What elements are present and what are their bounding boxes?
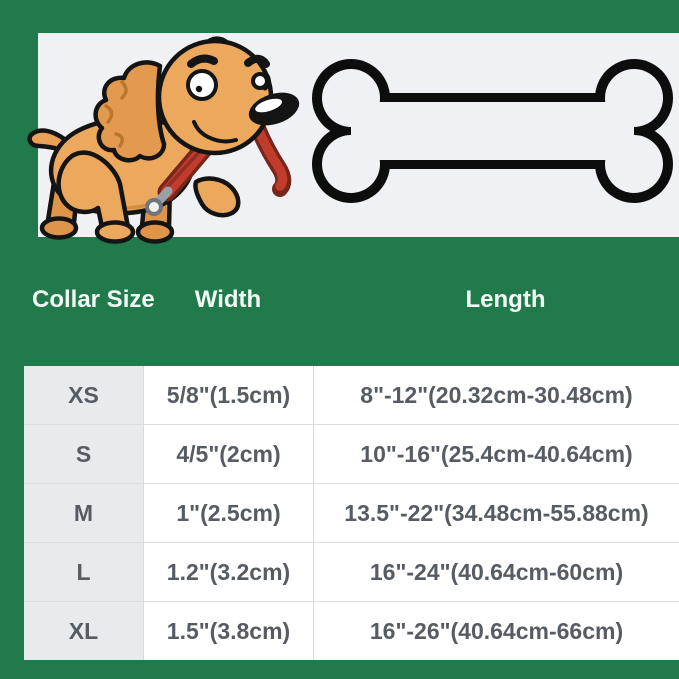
length-value: 16"-26"(40.64cm-66cm) (313, 602, 679, 660)
width-value: 4/5"(2cm) (143, 425, 313, 483)
size-value: L (24, 543, 143, 601)
width-value: 1.5"(3.8cm) (143, 602, 313, 660)
length-value: 10"-16"(25.4cm-40.64cm) (313, 425, 679, 483)
width-value: 1"(2.5cm) (143, 484, 313, 542)
column-header-collar-size: Collar Size (32, 286, 155, 313)
leash (157, 112, 292, 202)
dog-with-leash-illustration (27, 36, 300, 244)
size-value: XS (24, 366, 143, 424)
leash-clasp (145, 186, 173, 216)
length-value: 16"-24"(40.64cm-60cm) (313, 543, 679, 601)
table-row-l: L 1.2"(3.2cm) 16"-24"(40.64cm-60cm) (24, 542, 679, 601)
width-value: 5/8"(1.5cm) (143, 366, 313, 424)
banner (38, 33, 679, 237)
table-row-s: S 4/5"(2cm) 10"-16"(25.4cm-40.64cm) (24, 424, 679, 483)
length-value: 8"-12"(20.32cm-30.48cm) (313, 366, 679, 424)
length-value: 13.5"-22"(34.48cm-55.88cm) (313, 484, 679, 542)
column-header-length: Length (465, 286, 546, 313)
size-value: M (24, 484, 143, 542)
table-row-m: M 1"(2.5cm) 13.5"-22"(34.48cm-55.88cm) (24, 483, 679, 542)
table-row-xs: XS 5/8"(1.5cm) 8"-12"(20.32cm-30.48cm) (24, 366, 679, 424)
size-value: XL (24, 602, 143, 660)
dog-nose (248, 92, 300, 126)
bone-icon (312, 59, 673, 203)
width-value: 1.2"(3.2cm) (143, 543, 313, 601)
size-table: XS 5/8"(1.5cm) 8"-12"(20.32cm-30.48cm) S… (24, 366, 679, 660)
size-value: S (24, 425, 143, 483)
column-header-width: Width (194, 286, 262, 313)
table-row-xl: XL 1.5"(3.8cm) 16"-26"(40.64cm-66cm) (24, 601, 679, 660)
